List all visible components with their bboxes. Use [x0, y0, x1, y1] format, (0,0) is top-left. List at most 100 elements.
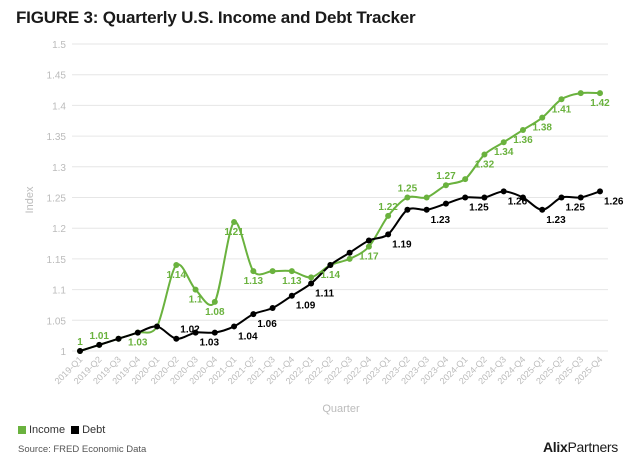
y-tick-label: 1.15: [47, 255, 67, 266]
debt-point: [462, 194, 469, 201]
debt-point: [423, 206, 430, 213]
legend-debt-label: Debt: [82, 424, 106, 436]
income-data-label: 1.03: [128, 338, 148, 349]
debt-point: [211, 329, 218, 336]
income-line: [79, 91, 601, 352]
x-axis: 2019-Q12019-Q22019-Q32019-Q42020-Q12020-…: [53, 354, 605, 386]
income-data-label: 1.25: [398, 184, 418, 195]
chart-title: FIGURE 3: Quarterly U.S. Income and Debt…: [16, 8, 416, 27]
income-point: [539, 114, 546, 121]
income-data-label: 1.42: [590, 98, 610, 109]
y-axis-label: Index: [24, 186, 36, 213]
income-point: [519, 126, 526, 133]
y-tick-label: 1.35: [47, 132, 67, 143]
income-swatch: [18, 426, 26, 434]
income-point: [385, 212, 392, 219]
debt-point: [134, 329, 141, 336]
y-tick-label: 1.3: [52, 163, 66, 174]
debt-data-label: 1.23: [546, 215, 566, 226]
debt-point: [539, 206, 546, 213]
debt-point: [96, 341, 103, 348]
debt-point: [558, 194, 565, 201]
debt-point: [288, 292, 295, 299]
debt-data-label: 1.02: [180, 325, 200, 336]
debt-point: [346, 249, 353, 256]
income-data-label: 1.38: [532, 123, 552, 134]
debt-point: [404, 206, 411, 213]
debt-point: [577, 194, 584, 201]
series-group: [77, 90, 603, 354]
debt-point: [327, 262, 334, 269]
debt-data-label: 1.26: [508, 196, 528, 207]
income-point: [288, 268, 295, 275]
income-data-label: 1.14: [321, 270, 341, 281]
income-point: [597, 90, 603, 97]
data-labels: 1 1.01 1.03 1.14 1.11.08 1.21 1.13 1.13 1.14 1.17…: [77, 98, 624, 348]
debt-data-label: 1.09: [296, 301, 316, 312]
brand-logo-bold: Alix: [543, 439, 568, 455]
income-point: [269, 268, 276, 275]
debt-point: [77, 348, 83, 354]
debt-point: [231, 323, 238, 330]
debt-data-label: 1.26: [604, 196, 624, 207]
income-point: [192, 286, 199, 293]
debt-point: [442, 200, 449, 207]
debt-data-label: 1.25: [469, 203, 489, 214]
debt-data-label: 1.25: [565, 203, 585, 214]
debt-swatch: [71, 426, 80, 434]
debt-data-label: 1.11: [315, 288, 334, 299]
income-data-label: 1.13: [244, 276, 264, 287]
income-data-label: 1.36: [513, 135, 533, 146]
debt-point: [115, 335, 122, 342]
income-point: [442, 182, 449, 189]
debt-point: [481, 194, 488, 201]
line-chart: 1 1.05 1.1 1.15 1.2 1.25 1.3 1.35 1.4 1.45 1.5 201…: [24, 40, 624, 415]
income-data-label: 1.14: [167, 270, 187, 281]
debt-data-label: 1.04: [238, 331, 258, 342]
debt-data-label: 1.06: [257, 319, 277, 330]
income-point: [250, 268, 257, 275]
income-data-label: 1.21: [224, 227, 244, 238]
legend-item-income: Income: [18, 424, 65, 436]
gridlines: [72, 43, 608, 352]
y-tick-label: 1: [60, 347, 66, 358]
y-tick-label: 1.45: [47, 71, 67, 82]
debt-point: [192, 329, 199, 336]
income-data-label: 1.41: [552, 104, 572, 115]
legend-income-label: Income: [29, 424, 66, 436]
income-point: [308, 274, 315, 281]
debt-point: [597, 188, 603, 195]
income-point: [365, 243, 372, 250]
income-point: [404, 194, 411, 201]
debt-point: [385, 231, 392, 238]
debt-point: [173, 335, 180, 342]
legend: Income Debt: [18, 424, 111, 436]
y-tick-label: 1.05: [47, 316, 67, 327]
income-point: [211, 298, 218, 305]
debt-data-label: 1.23: [431, 215, 451, 226]
source-note: Source: FRED Economic Data: [18, 444, 147, 455]
y-tick-label: 1.5: [52, 40, 66, 51]
y-tick-label: 1.2: [52, 224, 66, 235]
debt-point: [269, 305, 276, 312]
debt-point: [519, 194, 526, 201]
brand-logo-rest: Partners: [567, 439, 618, 455]
income-data-label: 1.27: [436, 171, 456, 182]
brand-logo: AlixPartners: [543, 439, 618, 455]
income-point: [577, 90, 584, 97]
income-data-label: 1: [77, 337, 83, 348]
y-tick-label: 1.4: [52, 101, 66, 112]
legend-item-debt: Debt: [71, 424, 105, 436]
income-data-label: 1.13: [282, 276, 302, 287]
income-data-label: 1.01: [90, 331, 110, 342]
debt-point: [308, 280, 315, 287]
income-point: [231, 219, 238, 226]
debt-point: [500, 188, 507, 195]
income-data-label: 1.08: [205, 307, 225, 318]
income-data-label: 1.32: [475, 160, 495, 171]
income-point: [173, 262, 180, 269]
y-tick-label: 1.25: [47, 194, 67, 205]
income-data-label: 1.17: [359, 252, 379, 263]
debt-point: [154, 323, 161, 330]
y-axis: 1 1.05 1.1 1.15 1.2 1.25 1.3 1.35 1.4 1.45 1.5: [47, 40, 67, 358]
